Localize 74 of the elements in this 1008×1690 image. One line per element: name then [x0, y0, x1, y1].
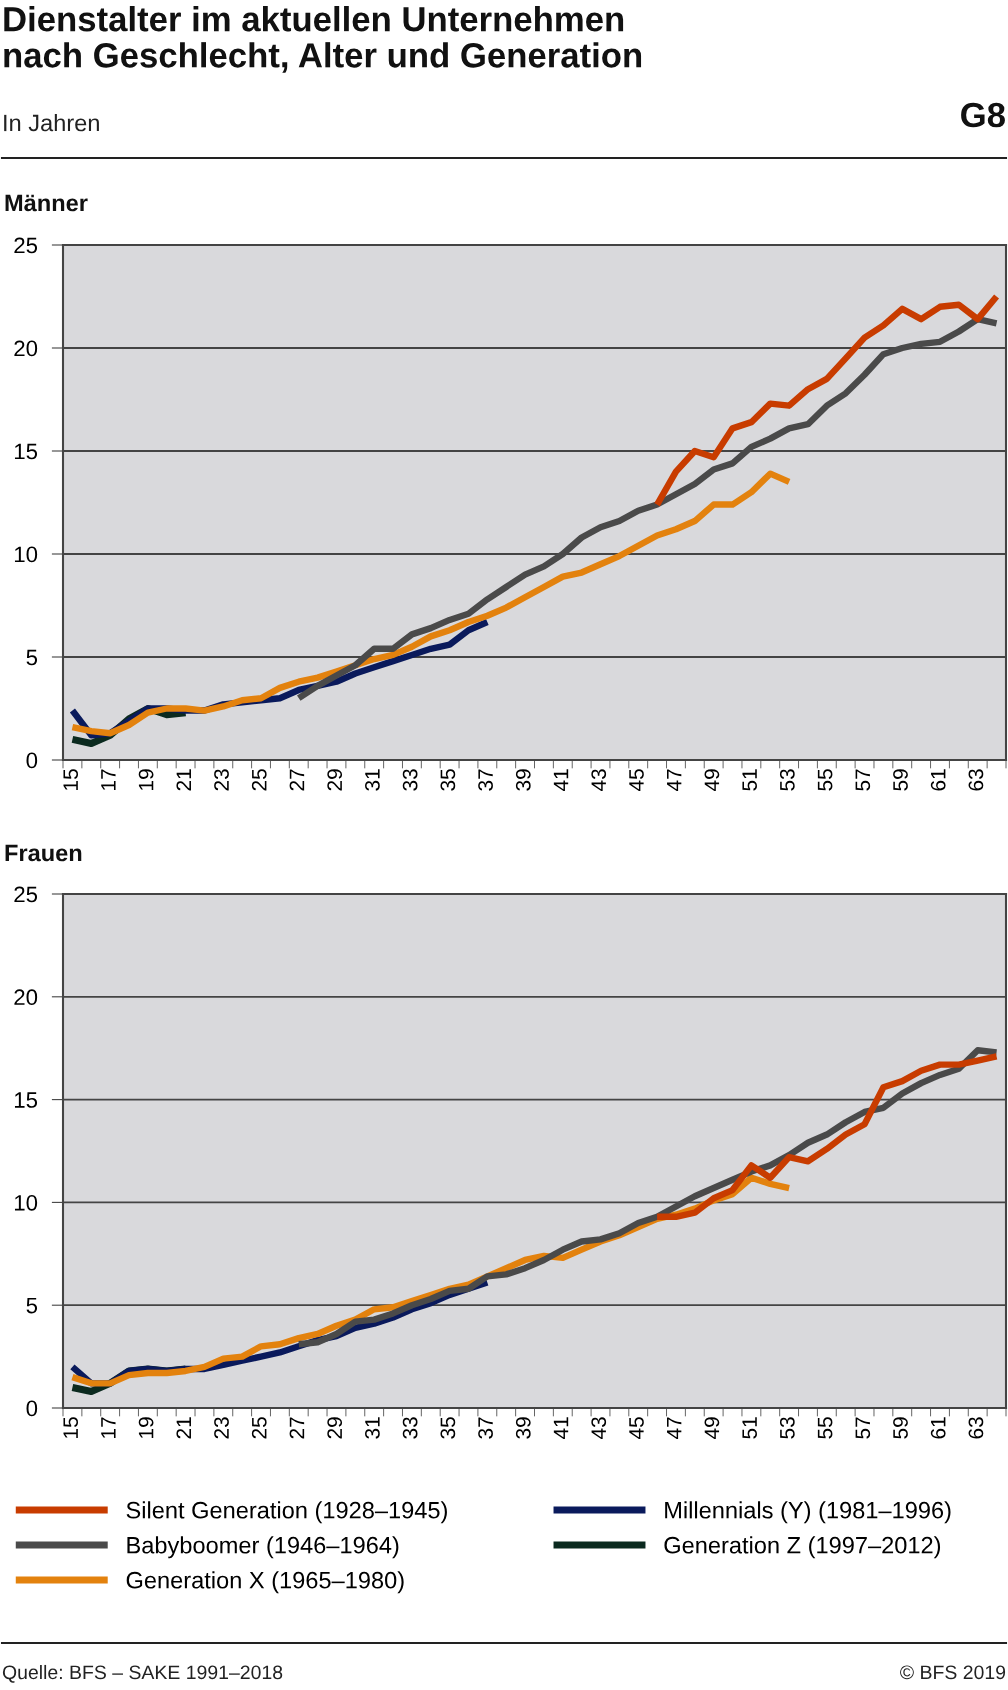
x-tick-label: 51 [742, 1417, 757, 1439]
x-tick-label: 25 [251, 769, 267, 791]
x-tick-label: 45 [629, 769, 644, 792]
x-tick-label: 55 [817, 769, 833, 791]
x-tick-label: 63 [968, 1417, 984, 1439]
y-tick-label: 15 [14, 443, 38, 460]
x-tick-label: 57 [855, 1417, 871, 1439]
x-tick-label: 63 [968, 769, 984, 791]
y-tick-label: 10 [14, 1194, 38, 1211]
legend-label: Babyboomer (1946–1964) [127, 1536, 399, 1559]
x-tick-label: 37 [478, 1417, 493, 1439]
x-tick-label: 49 [704, 1417, 720, 1440]
x-tick-label: 15 [63, 1417, 79, 1438]
x-tick-label: 17 [101, 1417, 116, 1438]
text: © BFS 2019 [900, 1665, 1006, 1680]
x-tick-label: 39 [515, 769, 531, 791]
x-tick-label: 61 [930, 769, 946, 791]
x-tick-label: 21 [176, 1417, 191, 1439]
x-tick-label: 51 [742, 769, 757, 791]
x-tick-label: 53 [779, 769, 795, 791]
x-tick-label: 41 [553, 1417, 569, 1440]
x-tick-label: 29 [327, 769, 343, 791]
x-tick-label: 53 [779, 1417, 795, 1439]
x-tick-label: 43 [591, 1417, 607, 1440]
x-tick-label: 35 [440, 1417, 456, 1439]
x-tick-label: 39 [515, 1417, 531, 1439]
y-tick-label: 25 [14, 237, 38, 254]
y-tick-label: 15 [14, 1092, 38, 1108]
x-tick-label: 49 [704, 769, 720, 792]
legend-label: Generation Z (1997–2012) [664, 1536, 941, 1559]
x-tick-label: 23 [214, 769, 229, 791]
y-tick-label: 0 [26, 1400, 38, 1417]
x-tick-label: 19 [138, 1417, 154, 1438]
x-tick-label: 27 [289, 1417, 305, 1439]
y-tick-label: 20 [14, 340, 38, 357]
x-tick-label: 61 [930, 1417, 946, 1439]
legend-label: Generation X (1965–1980) [126, 1571, 404, 1594]
y-tick-label: 0 [26, 752, 38, 769]
x-tick-label: 15 [63, 769, 79, 790]
x-tick-label: 21 [176, 769, 191, 791]
x-tick-label: 41 [553, 769, 569, 792]
x-tick-label: 29 [327, 1417, 343, 1439]
chart-title: Frauen [5, 844, 82, 862]
x-tick-label: 33 [402, 769, 418, 791]
x-tick-label: 19 [138, 769, 154, 790]
x-tick-label: 37 [478, 769, 493, 791]
x-tick-label: 57 [855, 769, 871, 791]
text: G8 [961, 102, 1005, 128]
text: In Jahren [4, 114, 99, 132]
x-tick-label: 33 [402, 1417, 418, 1439]
x-tick-label: 31 [365, 769, 380, 791]
y-tick-label: 5 [26, 649, 38, 666]
legend-label: Millennials (Y) (1981–1996) [665, 1501, 951, 1524]
x-tick-label: 59 [893, 1417, 908, 1439]
legend-label: Silent Generation (1928–1945) [126, 1501, 447, 1524]
chart-title: Männer [5, 194, 88, 212]
text: Dienstalter im aktuellen Unternehmen nach Geschlecht, Alter und Generation [4, 6, 642, 73]
x-tick-label: 47 [667, 769, 682, 792]
x-tick-label: 25 [251, 1417, 267, 1439]
x-tick-label: 43 [591, 769, 607, 792]
y-tick-label: 5 [26, 1297, 38, 1314]
source-note: Quelle: BFS – SAKE 1991–2018 [2, 1664, 283, 1683]
x-tick-label: 31 [365, 1417, 380, 1439]
x-tick-label: 17 [101, 769, 116, 790]
y-tick-label: 10 [14, 546, 38, 563]
x-tick-label: 45 [629, 1417, 644, 1440]
x-tick-label: 23 [214, 1417, 229, 1439]
x-tick-label: 27 [289, 769, 305, 791]
x-tick-label: 59 [893, 769, 908, 791]
x-tick-label: 47 [667, 1417, 682, 1440]
x-tick-label: 35 [440, 769, 456, 791]
x-tick-label: 55 [817, 1417, 833, 1439]
y-tick-label: 20 [14, 989, 38, 1006]
y-tick-label: 25 [14, 886, 38, 903]
